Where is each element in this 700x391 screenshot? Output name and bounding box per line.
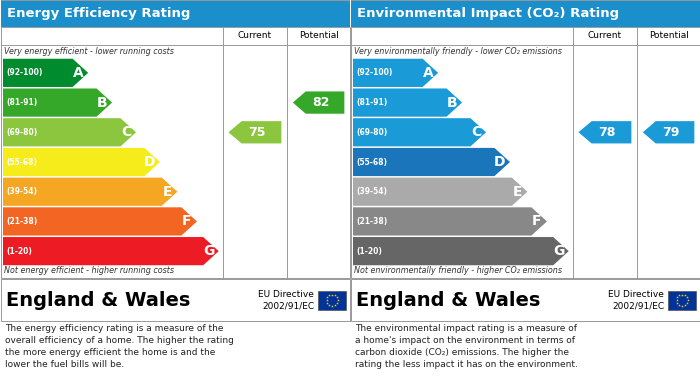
Polygon shape	[3, 207, 197, 235]
Bar	[1, 0, 350, 27]
Bar	[351, 27, 700, 278]
Text: A: A	[423, 66, 433, 80]
Text: (92-100): (92-100)	[356, 68, 393, 77]
Text: Not energy efficient - higher running costs: Not energy efficient - higher running co…	[4, 266, 174, 275]
Text: 75: 75	[248, 126, 265, 139]
Text: Potential: Potential	[299, 32, 339, 41]
Bar	[351, 0, 700, 27]
Text: Current: Current	[238, 32, 272, 41]
Text: 82: 82	[312, 96, 329, 109]
Text: (1-20): (1-20)	[6, 247, 32, 256]
Text: G: G	[553, 244, 564, 258]
Text: E: E	[162, 185, 172, 199]
Text: (92-100): (92-100)	[6, 68, 43, 77]
Bar	[1, 27, 350, 278]
Text: G: G	[203, 244, 214, 258]
Text: (69-80): (69-80)	[356, 128, 387, 137]
Text: C: C	[471, 125, 481, 139]
Text: (81-91): (81-91)	[356, 98, 387, 107]
Text: B: B	[447, 95, 457, 109]
Polygon shape	[3, 237, 218, 265]
Text: (21-38): (21-38)	[6, 217, 37, 226]
Text: 78: 78	[598, 126, 615, 139]
Text: (21-38): (21-38)	[356, 217, 387, 226]
Text: (55-68): (55-68)	[6, 158, 37, 167]
Text: Energy Efficiency Rating: Energy Efficiency Rating	[7, 7, 190, 20]
Polygon shape	[353, 237, 568, 265]
Text: 79: 79	[662, 126, 679, 139]
Polygon shape	[3, 118, 136, 146]
Text: The energy efficiency rating is a measure of the
overall efficiency of a home. T: The energy efficiency rating is a measur…	[5, 324, 234, 369]
Polygon shape	[353, 207, 547, 235]
Text: EU Directive
2002/91/EC: EU Directive 2002/91/EC	[258, 290, 314, 310]
Text: E: E	[512, 185, 522, 199]
Text: (39-54): (39-54)	[6, 187, 37, 196]
Text: F: F	[182, 214, 192, 228]
Text: Potential: Potential	[649, 32, 689, 41]
Text: (55-68): (55-68)	[356, 158, 387, 167]
Text: England & Wales: England & Wales	[356, 291, 540, 310]
Text: EU Directive
2002/91/EC: EU Directive 2002/91/EC	[608, 290, 664, 310]
Bar	[1, 279, 350, 321]
Bar	[318, 291, 346, 310]
Polygon shape	[643, 121, 694, 143]
Text: D: D	[144, 155, 155, 169]
Polygon shape	[3, 59, 88, 87]
Polygon shape	[353, 88, 462, 117]
Text: A: A	[73, 66, 83, 80]
Polygon shape	[3, 148, 160, 176]
Text: C: C	[121, 125, 131, 139]
Text: Not environmentally friendly - higher CO₂ emissions: Not environmentally friendly - higher CO…	[354, 266, 562, 275]
Text: England & Wales: England & Wales	[6, 291, 190, 310]
Polygon shape	[353, 178, 527, 206]
Polygon shape	[293, 91, 344, 114]
Bar	[351, 279, 700, 321]
Text: D: D	[494, 155, 505, 169]
Text: Current: Current	[588, 32, 622, 41]
Polygon shape	[578, 121, 631, 143]
Polygon shape	[353, 118, 486, 146]
Text: (39-54): (39-54)	[356, 187, 387, 196]
Polygon shape	[353, 59, 438, 87]
Text: (1-20): (1-20)	[356, 247, 382, 256]
Text: Very energy efficient - lower running costs: Very energy efficient - lower running co…	[4, 47, 174, 56]
Polygon shape	[3, 178, 177, 206]
Polygon shape	[353, 148, 510, 176]
Text: Environmental Impact (CO₂) Rating: Environmental Impact (CO₂) Rating	[357, 7, 619, 20]
Text: (81-91): (81-91)	[6, 98, 37, 107]
Polygon shape	[228, 121, 281, 143]
Text: (69-80): (69-80)	[6, 128, 37, 137]
Polygon shape	[3, 88, 112, 117]
Text: Very environmentally friendly - lower CO₂ emissions: Very environmentally friendly - lower CO…	[354, 47, 562, 56]
Bar	[668, 291, 696, 310]
Text: B: B	[97, 95, 107, 109]
Text: The environmental impact rating is a measure of
a home's impact on the environme: The environmental impact rating is a mea…	[355, 324, 578, 369]
Text: F: F	[532, 214, 542, 228]
